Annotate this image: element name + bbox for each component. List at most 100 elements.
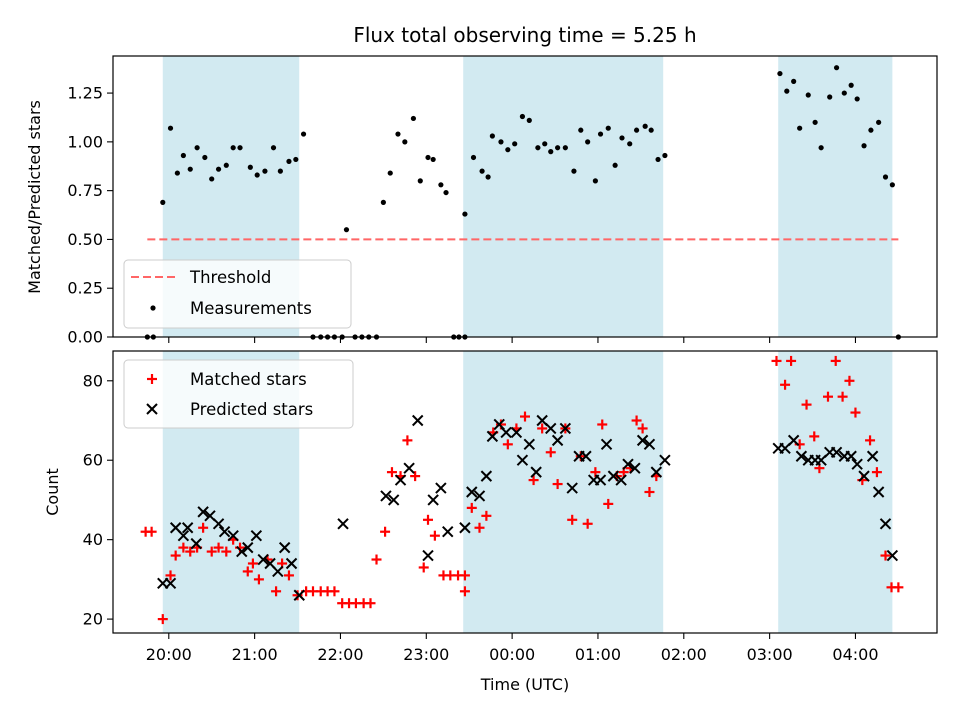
- predicted-star-point: [278, 541, 291, 554]
- measurement-point: [470, 154, 477, 161]
- measurement-point: [438, 182, 444, 188]
- matched-star-points: [140, 355, 904, 625]
- predicted-star-point: [394, 474, 407, 486]
- predicted-star-point: [442, 526, 454, 538]
- predicted-star-point: [622, 458, 634, 470]
- measurement-point: [277, 168, 283, 174]
- measurement-point: [619, 135, 625, 141]
- matched-star-point: [165, 570, 176, 581]
- matched-star-point: [402, 435, 413, 446]
- matched-star-point: [880, 550, 891, 561]
- measurement-point: [395, 131, 401, 137]
- predicted-star-point: [293, 589, 305, 601]
- measurement-point: [542, 141, 548, 147]
- matched-star-point: [221, 546, 232, 557]
- measurement-point: [247, 164, 253, 170]
- count-x-ticks: 20:00 21:00 22:00 23:00 00:00 01:00 02:00 03:00…: [146, 633, 879, 664]
- measurement-point: [505, 147, 511, 153]
- matched-star-point: [520, 411, 530, 422]
- count-plot-frame: [112, 350, 938, 634]
- measurement-point: [784, 88, 790, 94]
- measurement-point: [485, 174, 491, 180]
- measurement-point: [443, 189, 449, 196]
- measurement-point: [627, 141, 633, 147]
- ratio-plot-frame: [112, 55, 938, 338]
- measurement-point: [592, 178, 598, 184]
- predicted-star-point: [212, 518, 225, 530]
- matched-star-point: [631, 415, 642, 426]
- matched-star-point: [429, 530, 440, 541]
- predicted-star-point: [551, 434, 564, 447]
- measurement-point: [462, 211, 468, 217]
- matched-legend-swatch: [147, 374, 157, 384]
- predicted-star-point: [236, 545, 248, 558]
- x-tick-label: 02:00: [661, 645, 707, 664]
- matched-star-point: [459, 570, 470, 581]
- predicted-star-point: [866, 450, 879, 462]
- predicted-star-point: [600, 438, 613, 451]
- matched-star-point: [466, 502, 477, 513]
- measurement-point: [410, 115, 417, 122]
- measurement-point: [868, 127, 874, 133]
- predicted-star-point: [787, 434, 800, 447]
- y-tick-label: 1.00: [67, 132, 103, 151]
- measurement-point: [818, 145, 824, 151]
- observing-window-band: [778, 56, 893, 337]
- matched-star-point: [850, 407, 861, 418]
- measurement-point: [854, 96, 860, 102]
- x-tick-label: 23:00: [403, 645, 449, 664]
- measurement-point: [215, 166, 222, 172]
- predicted-star-point: [530, 466, 542, 478]
- measurement-point: [254, 172, 260, 178]
- matched-star-point: [597, 419, 608, 430]
- predicted-star-point: [580, 450, 592, 462]
- ratio-x-ticks: [168, 337, 857, 343]
- measurement-point: [562, 145, 568, 151]
- measurements-legend-swatch: [150, 305, 156, 311]
- matched-star-point: [644, 487, 655, 497]
- measurement-point: [791, 78, 797, 84]
- measurement-point: [498, 139, 504, 145]
- measurement-point: [417, 178, 423, 184]
- matched-star-point: [242, 566, 253, 577]
- predicted-star-point: [177, 529, 190, 542]
- predicted-star-point: [257, 553, 269, 566]
- matched-star-point: [575, 451, 586, 462]
- predicted-star-point: [227, 529, 239, 542]
- measurement-point: [343, 227, 350, 233]
- x-tick-label: 03:00: [747, 645, 793, 664]
- measurement-point: [479, 168, 485, 174]
- matched-star-point: [410, 471, 421, 482]
- predicted-star-point: [285, 557, 298, 570]
- measurement-point: [797, 125, 803, 131]
- matched-star-point: [865, 435, 876, 446]
- matched-star-point: [371, 554, 382, 565]
- matched-star-point: [423, 514, 434, 525]
- count-legend: Matched stars Predicted stars: [123, 359, 354, 429]
- predicted-star-point: [242, 541, 254, 554]
- x-tick-label: 21:00: [232, 645, 278, 664]
- measurement-point: [548, 149, 554, 155]
- matched-star-point: [893, 582, 904, 593]
- predicted-star-point: [559, 422, 572, 435]
- measurement-point: [230, 145, 236, 151]
- matched-star-point: [837, 391, 848, 402]
- matched-star-point: [552, 479, 563, 490]
- measurement-point: [841, 90, 847, 96]
- measurement-point: [571, 168, 577, 174]
- matched-star-point: [157, 614, 168, 625]
- matched-star-point: [871, 467, 882, 478]
- measurement-point: [662, 152, 668, 159]
- predicted-star-point: [387, 494, 400, 506]
- measurement-point: [882, 174, 889, 180]
- predicted-star-point: [830, 446, 843, 458]
- matched-star-point: [809, 431, 820, 442]
- measurement-point: [585, 139, 591, 145]
- matched-star-point: [185, 546, 196, 557]
- matched-star-point: [502, 439, 513, 450]
- measurement-point: [262, 168, 268, 174]
- y-tick-label: 80: [83, 371, 103, 390]
- measurement-point: [597, 131, 604, 137]
- predicted-star-point: [427, 494, 439, 506]
